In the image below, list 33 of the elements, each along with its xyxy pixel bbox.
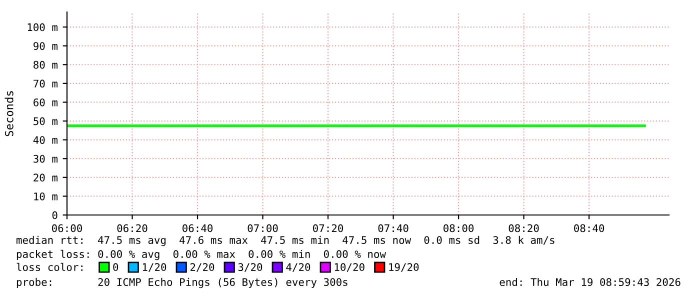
y-tick-label: 30 m <box>34 154 58 163</box>
x-tick-label: 07:00 <box>248 224 278 232</box>
y-tick-label: 80 m <box>34 60 58 69</box>
x-tick-label: 08:40 <box>574 224 604 232</box>
legend-label: 0 <box>113 263 118 272</box>
y-tick-label: 70 m <box>34 80 58 88</box>
legend-label: 19/20 <box>389 263 419 272</box>
y-tick-label: 60 m <box>34 98 58 106</box>
y-tick-label: 10 m <box>34 192 58 200</box>
y-tick-label: 40 m <box>33 136 58 144</box>
x-tick-label: 08:20 <box>508 224 539 232</box>
x-tick-label: 07:40 <box>378 224 408 232</box>
x-tick-label: 08:00 <box>444 224 474 232</box>
y-tick-label: 90 m <box>34 42 58 50</box>
y-tick-label: 50 m <box>34 117 58 126</box>
text: probe: 20 ICMP Echo Pings (56 Bytes) every 300s <box>16 278 348 288</box>
legend-label: 4/20 <box>286 263 310 272</box>
legend-label: 2/20 <box>190 263 214 272</box>
legend-label: 3/20 <box>238 263 262 272</box>
x-tick-label: 07:20 <box>313 224 344 232</box>
y-axis-title: Seconds <box>4 91 14 136</box>
legend-label: 10/20 <box>334 263 364 272</box>
y-tick-label: 100 m <box>28 23 58 32</box>
x-tick-label: 06:20 <box>117 224 148 232</box>
text: median rtt: 47.5 ms avg 47.6 ms max 47.5 ms min 47.5 ms now 0.0 ms sd 3.8 k am/s <box>16 236 554 246</box>
legend-label: 1/20 <box>142 263 166 272</box>
x-tick-label: 06:40 <box>182 224 213 232</box>
x-tick-label: 06:00 <box>52 224 82 232</box>
text: loss color: <box>16 262 82 272</box>
y-tick-label: 20 m <box>34 174 58 182</box>
text: packet loss: 0.00 % avg 0.00 % max 0.00 % min 0.00 % now <box>16 250 386 260</box>
text: end: Thu Mar 19 08:59:43 2026 <box>500 278 680 286</box>
y-tick-label: 0 <box>52 211 58 220</box>
